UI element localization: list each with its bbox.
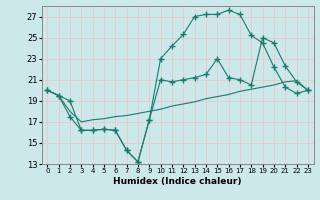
X-axis label: Humidex (Indice chaleur): Humidex (Indice chaleur) (113, 177, 242, 186)
